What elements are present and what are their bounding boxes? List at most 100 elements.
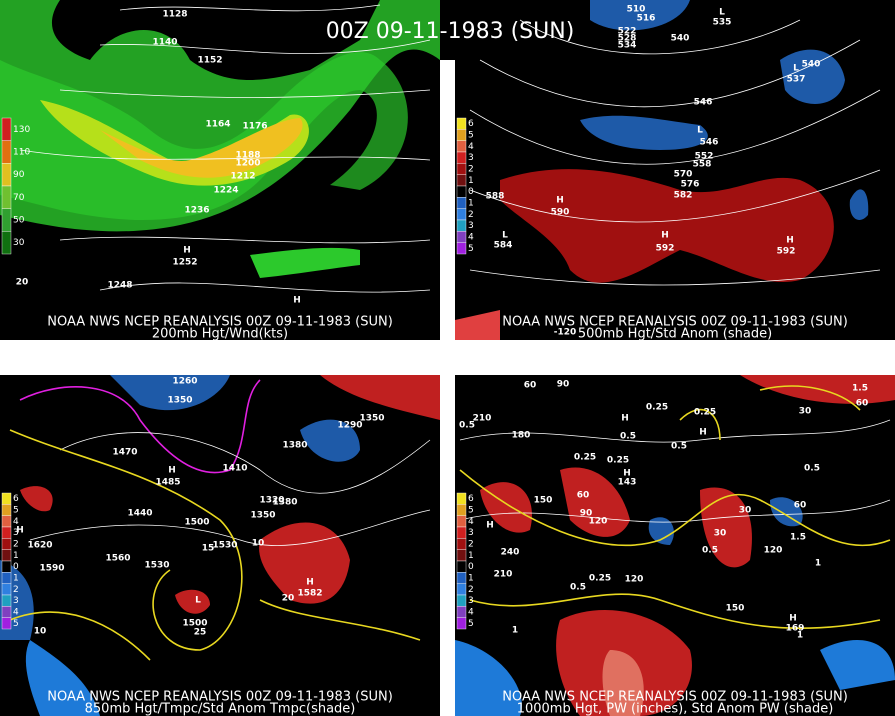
contour-label: 0.5 — [459, 421, 475, 431]
contour-label: 1530 — [212, 541, 237, 551]
anomaly-shading — [455, 0, 869, 340]
colorbar-swatch — [456, 515, 467, 528]
contour-label: 1380 — [282, 441, 307, 451]
contour-label: 528 — [618, 34, 637, 44]
colorbar-label: 3 — [13, 528, 19, 538]
contour-label: 546 — [700, 138, 719, 148]
contour-label: 516 — [637, 14, 656, 24]
colorbar-swatch — [1, 140, 12, 164]
height-contours — [19, 4, 431, 293]
contour-label: 1350 — [359, 414, 384, 424]
contour-label: 120 — [764, 546, 783, 556]
colorbar-label: 50 — [13, 216, 25, 226]
contour-label: 60 — [794, 501, 807, 511]
colorbar-swatch — [1, 185, 12, 209]
anomaly-shading — [0, 375, 440, 716]
contour-label: 1440 — [127, 509, 152, 519]
contour-label: H — [16, 526, 24, 536]
contour-label: 1350 — [250, 511, 275, 521]
contour-label: 570 — [674, 170, 693, 180]
colorbar-label: 3 — [468, 596, 474, 606]
contour-label: 10 — [252, 539, 265, 549]
contour-label: 15 — [202, 544, 215, 554]
colorbar-label: 6 — [13, 494, 19, 504]
colorbar-swatch — [456, 185, 467, 198]
contour-label: 0.25 — [607, 456, 629, 466]
contour-label: -120 — [554, 328, 577, 338]
contour-label: 90 — [557, 380, 570, 390]
colorbar-label: 3 — [13, 596, 19, 606]
colorbar-label: 2 — [13, 585, 19, 595]
contour-label: 1590 — [39, 564, 64, 574]
colorbar-swatch — [1, 538, 12, 550]
colorbar-swatch — [1, 594, 12, 607]
contour-label: H — [486, 521, 494, 531]
colorbar-swatch — [1, 583, 12, 596]
wind-shading — [0, 0, 440, 278]
colorbar-swatch — [456, 117, 467, 130]
contour-label: 534 — [618, 41, 637, 51]
colorbar-swatch — [456, 174, 467, 187]
panel-850mb — [0, 375, 440, 716]
contour-label: 558 — [693, 160, 712, 170]
contour-label: 60 — [577, 491, 590, 501]
colorbar-swatch — [1, 606, 12, 618]
colorbar-swatch — [1, 572, 12, 584]
colorbar-label: 6 — [468, 494, 474, 504]
contour-label: 0.25 — [574, 453, 596, 463]
contour-label: H — [623, 469, 631, 479]
colorbar-label: 30 — [13, 238, 25, 248]
colorbar-swatch — [456, 208, 467, 221]
contour-label: 0.5 — [570, 583, 586, 593]
subtitle: 500mb Hgt/Std Anom (shade) — [578, 327, 772, 342]
contour-label: 537 — [787, 75, 806, 85]
contour-label: H — [168, 466, 176, 476]
contour-label: L — [719, 8, 725, 18]
colorbar-label: 1 — [468, 574, 474, 584]
colorbar-label: 90 — [13, 170, 25, 180]
contour-label: 1200 — [235, 159, 260, 169]
contour-label: 210 — [494, 570, 513, 580]
colorbar-label: 3 — [468, 221, 474, 231]
contour-label: 1620 — [27, 541, 52, 551]
contour-label: 590 — [551, 208, 570, 218]
colorbar-swatch — [1, 549, 12, 562]
contour-label: 1410 — [222, 464, 247, 474]
contour-label: 592 — [656, 244, 675, 254]
colorbar-label: 5 — [468, 244, 474, 254]
colorbar-label: 1 — [13, 574, 19, 584]
contour-label: 592 — [777, 247, 796, 257]
contour-label: 150 — [726, 604, 745, 614]
contour-label: 20 — [16, 278, 29, 288]
colorbar-label: 2 — [468, 210, 474, 220]
colorbar-swatch — [456, 538, 467, 550]
contour-label: 0.5 — [702, 546, 718, 556]
contour-label: H — [556, 196, 564, 206]
contour-label: 10 — [34, 627, 47, 637]
colorbar-label: 0 — [13, 562, 19, 572]
colorbar-label: 4 — [468, 233, 474, 243]
contour-label: 1252 — [172, 258, 197, 268]
contour-label: 1.5 — [790, 533, 806, 543]
colorbar-label: 0 — [468, 562, 474, 572]
colorbar-swatch — [1, 117, 12, 141]
contour-label: 1188 — [235, 151, 260, 161]
contour-label: 169 — [786, 624, 805, 634]
colorbar-swatch — [1, 560, 12, 573]
colorbar-label: 4 — [468, 142, 474, 152]
contour-label: H — [786, 236, 794, 246]
colorbar-swatch — [456, 549, 467, 562]
contour-label: 1248 — [107, 281, 132, 291]
colorbar-label: 4 — [13, 517, 19, 527]
contour-label: L — [195, 596, 201, 606]
colorbar-swatch — [456, 163, 467, 175]
contour-label: 25 — [194, 628, 207, 638]
contour-label: 510 — [627, 5, 646, 15]
contour-label: 0.25 — [589, 574, 611, 584]
colorbar-swatch — [1, 526, 12, 539]
contour-label: 1152 — [197, 56, 222, 66]
contour-label: 0.25 — [646, 403, 668, 413]
contour-label: 1212 — [230, 172, 255, 182]
contour-label: 1485 — [155, 478, 180, 488]
contour-label: H — [699, 428, 707, 438]
